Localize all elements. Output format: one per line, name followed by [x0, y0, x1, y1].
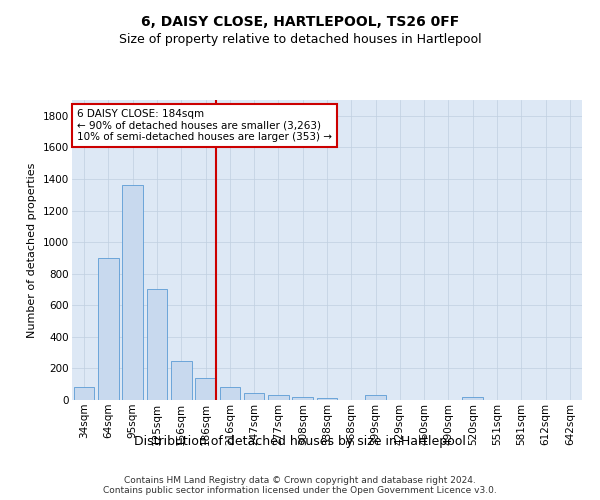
Bar [122, 186, 143, 400]
Text: Contains HM Land Registry data © Crown copyright and database right 2024.
Contai: Contains HM Land Registry data © Crown c… [103, 476, 497, 495]
Bar [292, 397, 313, 400]
Bar [171, 362, 191, 400]
Bar [244, 393, 265, 400]
Text: Distribution of detached houses by size in Hartlepool: Distribution of detached houses by size … [134, 435, 466, 448]
Bar [146, 290, 167, 400]
Text: Size of property relative to detached houses in Hartlepool: Size of property relative to detached ho… [119, 32, 481, 46]
Bar [365, 396, 386, 400]
Bar [317, 398, 337, 400]
Bar [220, 388, 240, 400]
Bar [98, 258, 119, 400]
Bar [268, 396, 289, 400]
Text: 6, DAISY CLOSE, HARTLEPOOL, TS26 0FF: 6, DAISY CLOSE, HARTLEPOOL, TS26 0FF [141, 15, 459, 29]
Bar [463, 397, 483, 400]
Text: 6 DAISY CLOSE: 184sqm
← 90% of detached houses are smaller (3,263)
10% of semi-d: 6 DAISY CLOSE: 184sqm ← 90% of detached … [77, 109, 332, 142]
Bar [74, 388, 94, 400]
Bar [195, 378, 216, 400]
Y-axis label: Number of detached properties: Number of detached properties [28, 162, 37, 338]
